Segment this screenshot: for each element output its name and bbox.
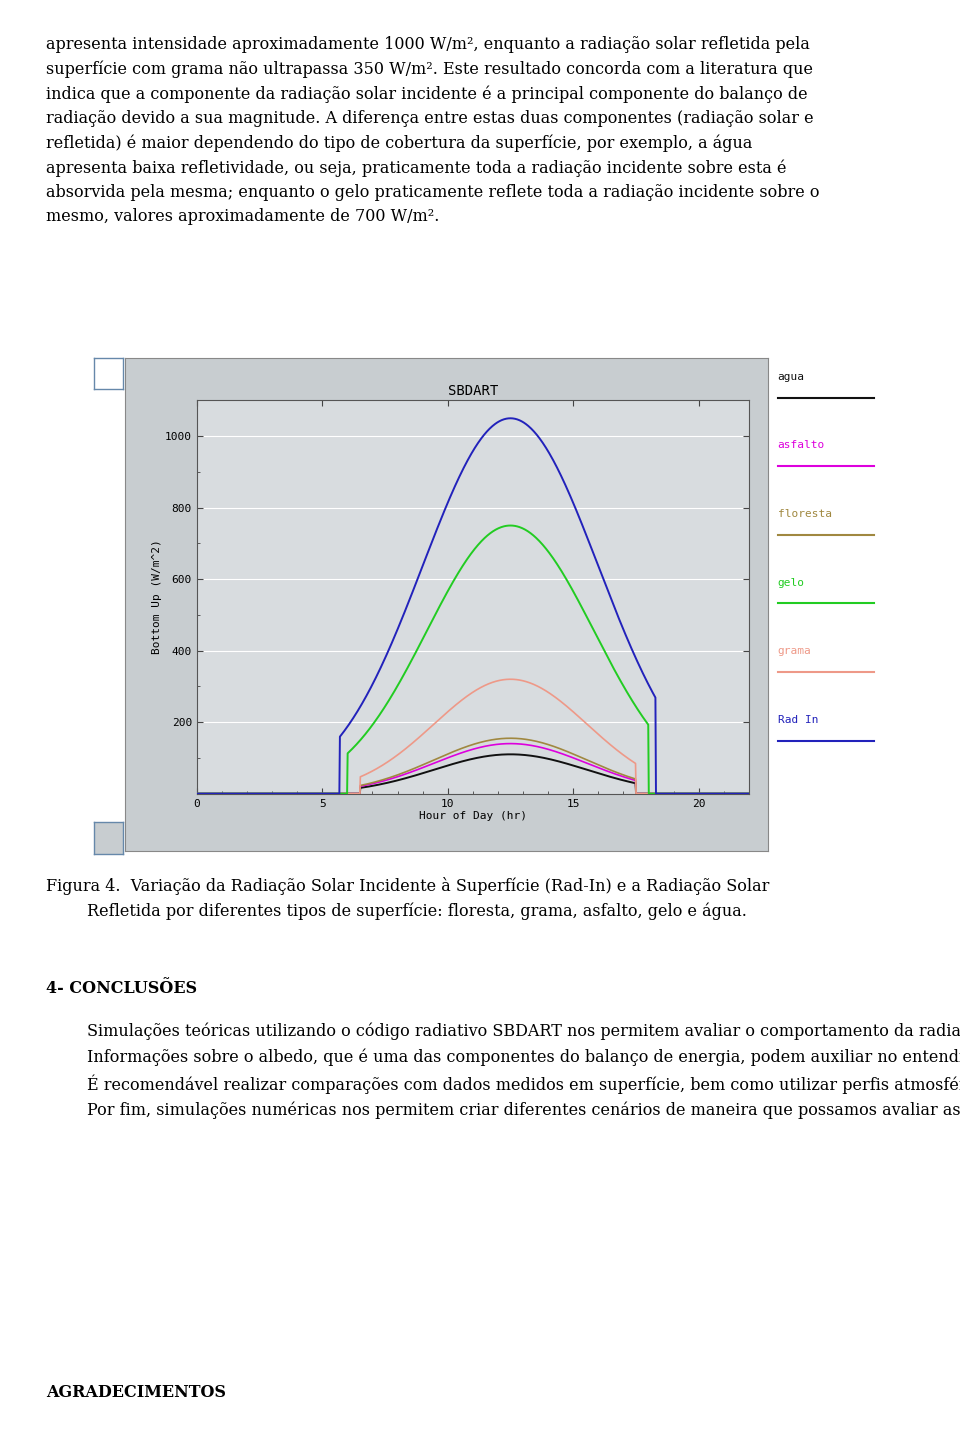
Title: SBDART: SBDART (447, 383, 498, 398)
Text: asfalto: asfalto (778, 440, 825, 450)
Text: agua: agua (778, 372, 804, 382)
Text: apresenta intensidade aproximadamente 1000 W/m², enquanto a radiação solar refle: apresenta intensidade aproximadamente 10… (46, 36, 820, 225)
Text: 4- CONCLUSÕES: 4- CONCLUSÕES (46, 980, 197, 997)
Text: grama: grama (778, 646, 811, 656)
Text: Figura 4.  Variação da Radiação Solar Incidente à Superfície (Rad-In) e a Radiaç: Figura 4. Variação da Radiação Solar Inc… (46, 877, 770, 919)
Text: floresta: floresta (778, 509, 831, 519)
Text: AGRADECIMENTOS: AGRADECIMENTOS (46, 1384, 227, 1401)
Text: Rad In: Rad In (778, 715, 818, 725)
X-axis label: Hour of Day (hr): Hour of Day (hr) (419, 811, 527, 821)
Text: gelo: gelo (778, 578, 804, 588)
Y-axis label: Bottom Up (W/m^2): Bottom Up (W/m^2) (153, 539, 162, 655)
Text: Simulações teóricas utilizando o código radiativo SBDART nos permitem avaliar o : Simulações teóricas utilizando o código … (46, 1022, 960, 1118)
